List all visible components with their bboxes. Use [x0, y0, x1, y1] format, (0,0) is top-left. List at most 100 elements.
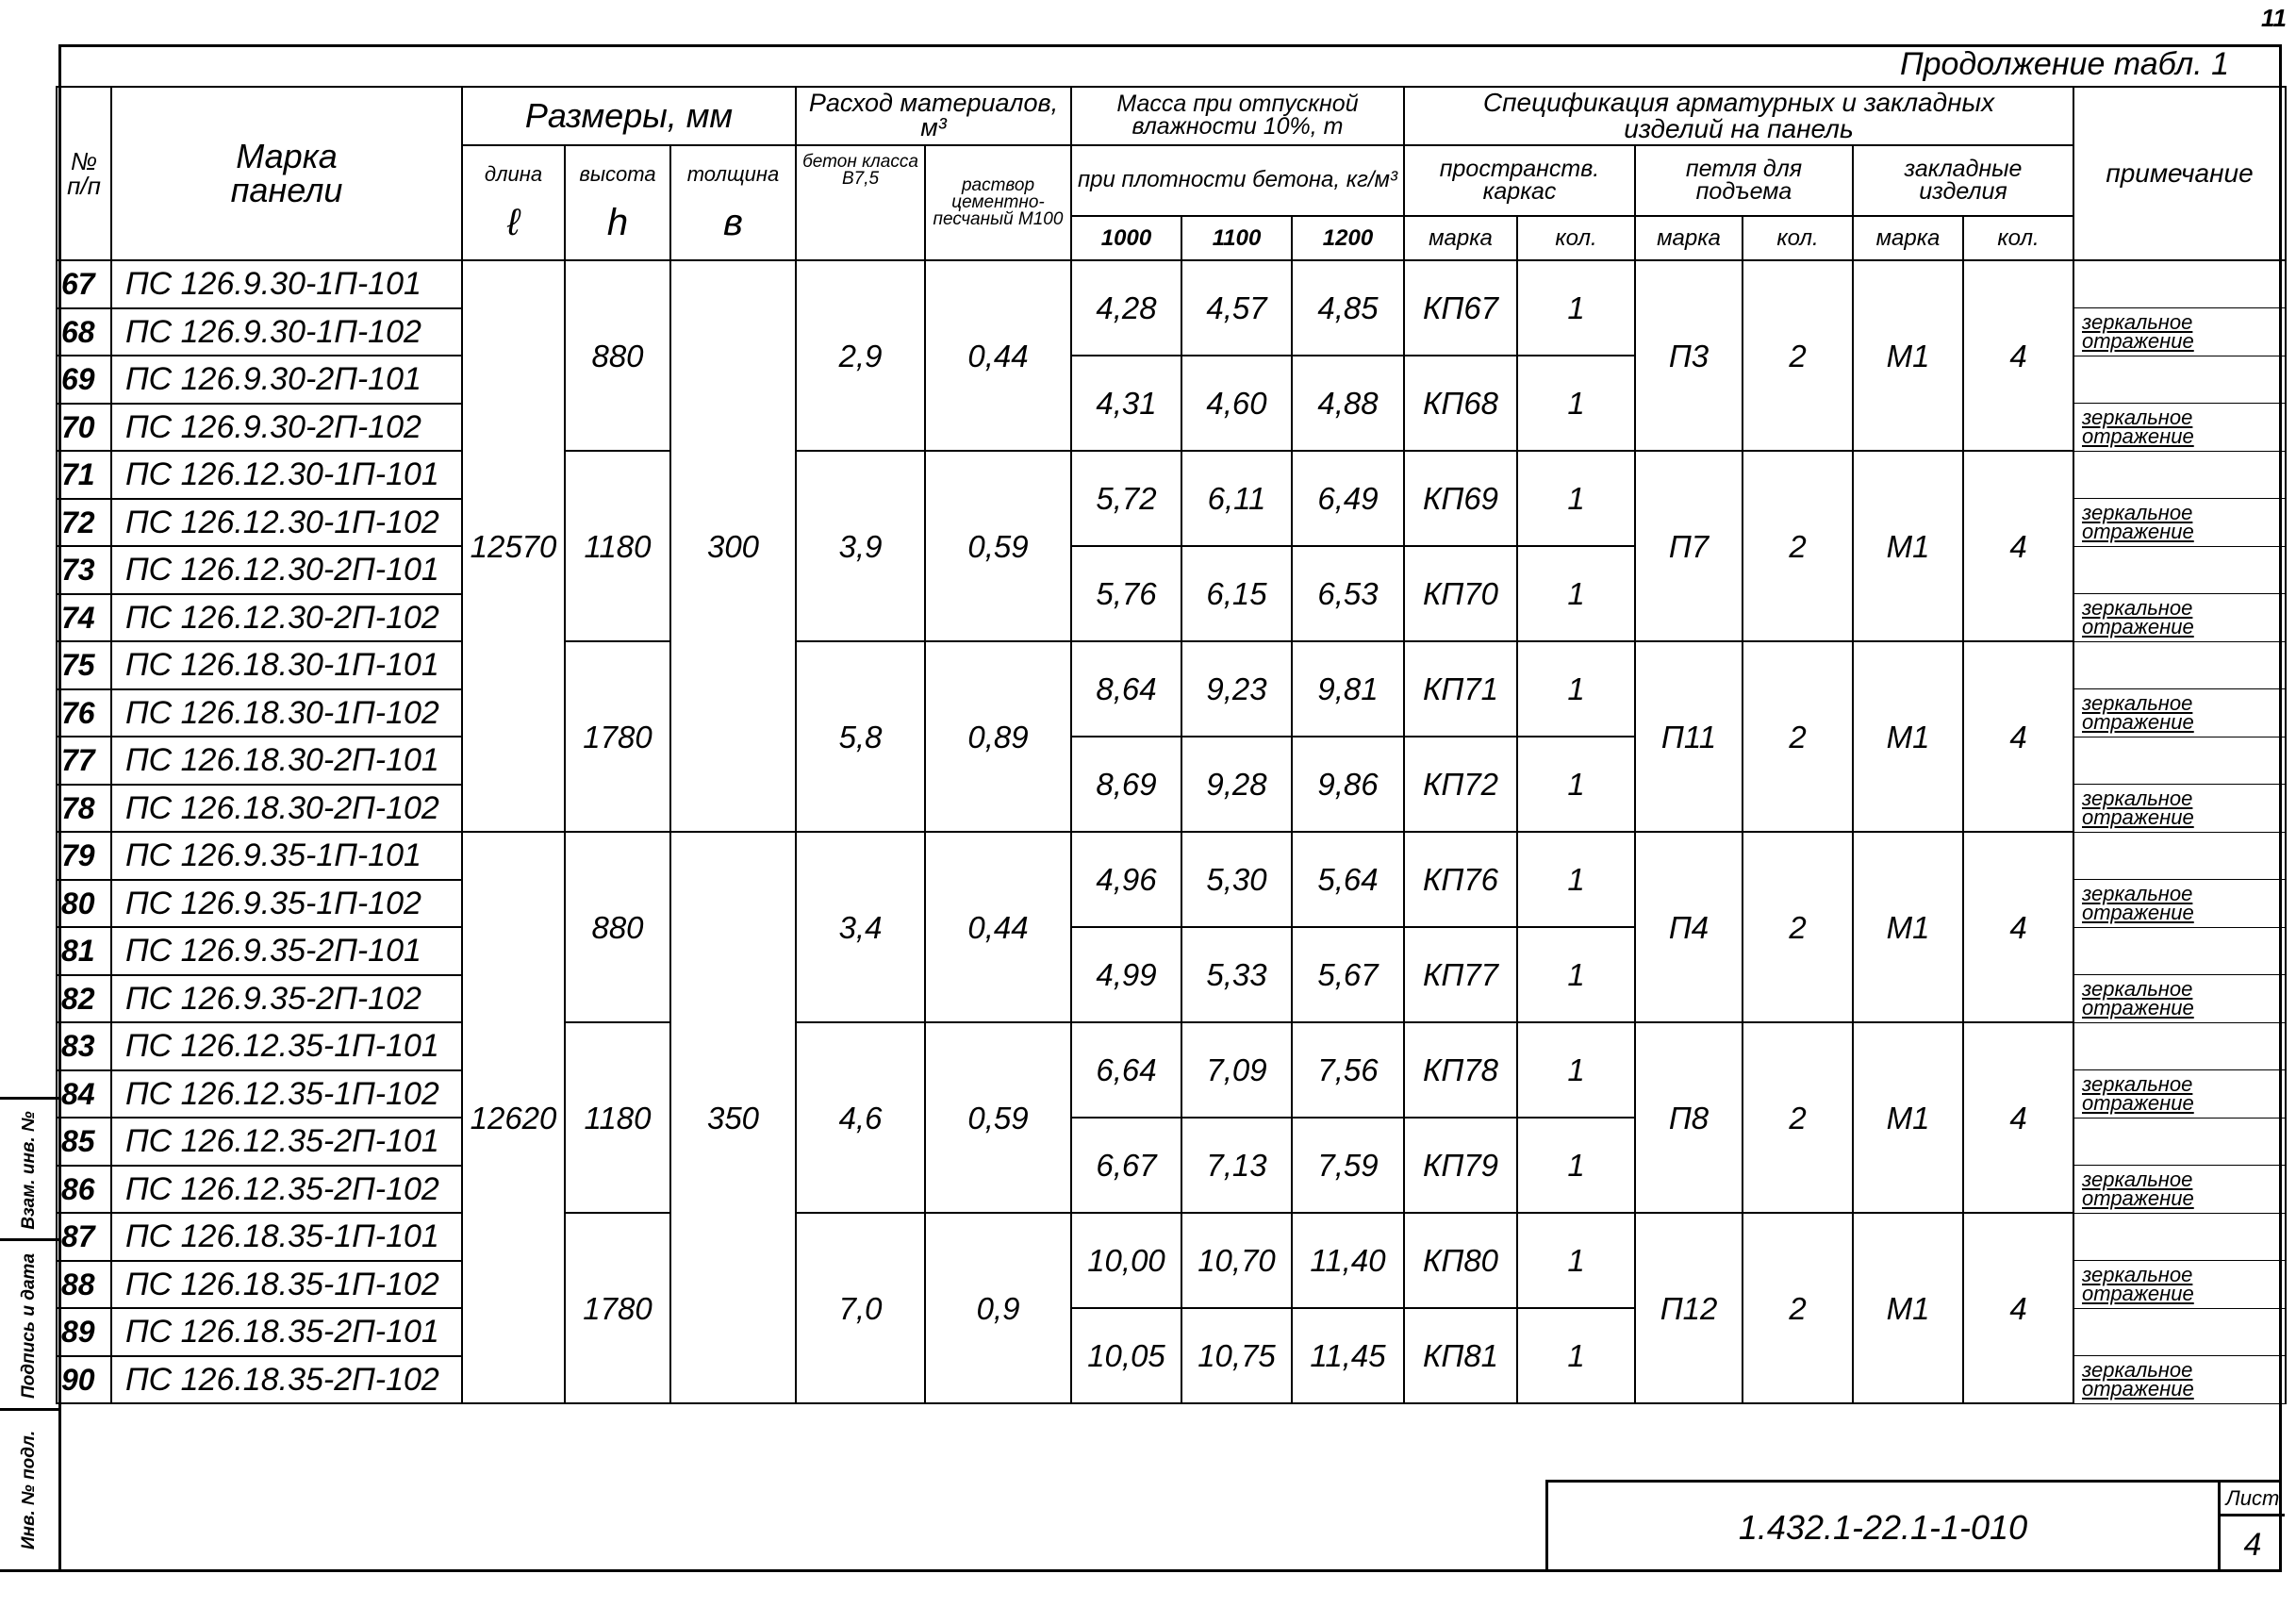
- loop-qty: 2: [1742, 259, 1854, 452]
- header-loop-qty: кол.: [1742, 215, 1854, 261]
- note: [2072, 640, 2288, 689]
- embedded-qty: 4: [1962, 640, 2074, 833]
- note: зеркальное отражение: [2072, 498, 2288, 547]
- panel-mark: ПС 126.9.35-1П-102: [110, 878, 463, 928]
- header-no: № п/п: [56, 86, 112, 261]
- row-number: 69: [56, 355, 112, 405]
- panel-mark: ПС 126.9.35-2П-101: [110, 926, 463, 976]
- mortar-volume: 0,9: [924, 1212, 1072, 1404]
- document-code: 1.432.1-22.1-1-010: [1738, 1507, 2028, 1547]
- note: [2072, 736, 2288, 785]
- frame-qty: 1: [1516, 355, 1636, 452]
- mass-1000: 10,00: [1070, 1212, 1182, 1309]
- mass-1100: 6,15: [1181, 545, 1293, 642]
- note: [2072, 355, 2288, 404]
- row-number: 80: [56, 878, 112, 928]
- frame-qty: 1: [1516, 926, 1636, 1023]
- header-length-symbol: ℓ: [507, 202, 520, 244]
- table-row: 68 ПС 126.9.30-1П-102 зеркальное отражение: [56, 307, 2288, 356]
- mass-1000: 4,96: [1070, 831, 1182, 928]
- concrete-volume: 2,9: [795, 259, 926, 452]
- embedded-qty: 4: [1962, 450, 2074, 642]
- row-number: 87: [56, 1212, 112, 1262]
- mass-1100: 9,23: [1181, 640, 1293, 737]
- panel-mark: ПС 126.12.30-1П-101: [110, 450, 463, 500]
- loop-brand: П4: [1634, 831, 1743, 1023]
- mass-1100: 5,30: [1181, 831, 1293, 928]
- note: [2072, 1212, 2288, 1261]
- side-stamp-inv-orig: Инв. № подл.: [0, 1408, 58, 1572]
- mass-1100: 4,60: [1181, 355, 1293, 452]
- loop-brand: П3: [1634, 259, 1743, 452]
- mass-1100: 5,33: [1181, 926, 1293, 1023]
- header-materials: Расход материалов, м³: [795, 86, 1072, 146]
- title-block: 1.432.1-22.1-1-010 Лист 4: [1545, 1480, 2285, 1572]
- row-number: 81: [56, 926, 112, 976]
- row-number: 67: [56, 259, 112, 309]
- table-row: 75 ПС 126.18.30-1П-101 1780 5,8 0,89 8,64 9,23…: [56, 640, 2288, 833]
- table-row: 81 ПС 126.9.35-2П-101 4,99 5,33 5,67 КП77 1: [56, 926, 2288, 1023]
- frame-brand: КП71: [1403, 640, 1518, 737]
- mass-1100: 6,11: [1181, 450, 1293, 547]
- sheet-box: Лист 4: [2218, 1483, 2285, 1572]
- frame-qty: 1: [1516, 450, 1636, 547]
- frame-qty: 1: [1516, 640, 1636, 737]
- table-row: 88 ПС 126.18.35-1П-102 зеркальное отражени…: [56, 1259, 2288, 1309]
- note: [2072, 450, 2288, 499]
- note: зеркальное отражение: [2072, 974, 2288, 1023]
- sheet-number: 4: [2243, 1527, 2262, 1563]
- panel-mark: ПС 126.12.35-1П-101: [110, 1021, 463, 1071]
- table-row: 79 ПС 126.9.35-1П-101 12620 880 350 3,4 0,44 4,…: [56, 831, 2288, 1404]
- frame-brand: КП81: [1403, 1307, 1518, 1404]
- row-number: 71: [56, 450, 112, 500]
- mortar-volume: 0,59: [924, 1021, 1072, 1214]
- mortar-volume: 0,59: [924, 450, 1072, 642]
- loop-brand: П7: [1634, 450, 1743, 642]
- table-row: 71 ПС 126.12.30-1П-101 1180 3,9 0,59 5,72 6,11…: [56, 450, 2288, 642]
- table-row: 86 ПС 126.12.35-2П-102 зеркальное отражени…: [56, 1164, 2288, 1214]
- frame-qty: 1: [1516, 1021, 1636, 1119]
- header-note: примечание: [2072, 86, 2288, 261]
- note: [2072, 926, 2288, 975]
- loop-brand: П12: [1634, 1212, 1743, 1404]
- mass-1200: 4,85: [1291, 259, 1405, 356]
- header-embedded-brand: марка: [1852, 215, 1964, 261]
- panel-mark: ПС 126.18.30-1П-101: [110, 640, 463, 690]
- mass-1000: 6,67: [1070, 1117, 1182, 1214]
- row-number: 72: [56, 497, 112, 547]
- mass-1200: 6,49: [1291, 450, 1405, 547]
- row-number: 75: [56, 640, 112, 690]
- panel-mark: ПС 126.18.30-1П-102: [110, 688, 463, 737]
- header-spec: Спецификация арматурных и закладных изде…: [1403, 86, 2074, 146]
- note: [2072, 1307, 2288, 1356]
- table-row: 80 ПС 126.9.35-1П-102 зеркальное отражение: [56, 878, 2288, 928]
- panel-mark: ПС 126.18.35-1П-102: [110, 1259, 463, 1309]
- row-number: 77: [56, 736, 112, 786]
- note: [2072, 259, 2288, 308]
- panel-mark: ПС 126.18.30-2П-101: [110, 736, 463, 786]
- concrete-volume: 3,4: [795, 831, 926, 1023]
- mass-1100: 10,70: [1181, 1212, 1293, 1309]
- embedded-brand: М1: [1852, 1212, 1964, 1404]
- panel-mark: ПС 126.18.35-2П-101: [110, 1307, 463, 1357]
- row-number: 74: [56, 592, 112, 642]
- table-row: 67 ПС 126.9.30-1П-101 12570 880 300 2,9 0,44 4,…: [56, 259, 2288, 833]
- frame-qty: 1: [1516, 1212, 1636, 1309]
- panel-spec-table: Продолжение табл. 1 № п/п Марка панели Р…: [56, 41, 2288, 1404]
- frame-brand: КП80: [1403, 1212, 1518, 1309]
- table-row: 74 ПС 126.12.30-2П-102 зеркальное отражени…: [56, 592, 2288, 642]
- row-number: 90: [56, 1354, 112, 1404]
- mass-1000: 6,64: [1070, 1021, 1182, 1119]
- header-density: при плотности бетона, кг/м³: [1070, 144, 1405, 217]
- mortar-volume: 0,89: [924, 640, 1072, 833]
- panel-length: 12620: [461, 831, 566, 1404]
- concrete-volume: 4,6: [795, 1021, 926, 1214]
- panel-length: 12570: [461, 259, 566, 833]
- header-embedded: закладные изделия: [1852, 144, 2074, 217]
- frame-brand: КП70: [1403, 545, 1518, 642]
- embedded-qty: 4: [1962, 1021, 2074, 1214]
- panel-height: 1180: [564, 450, 671, 642]
- side-stamp-replaced-inv: Взам. инв. №: [0, 1097, 58, 1241]
- header-height: высота h: [564, 144, 671, 261]
- note: зеркальное отражение: [2072, 1355, 2288, 1404]
